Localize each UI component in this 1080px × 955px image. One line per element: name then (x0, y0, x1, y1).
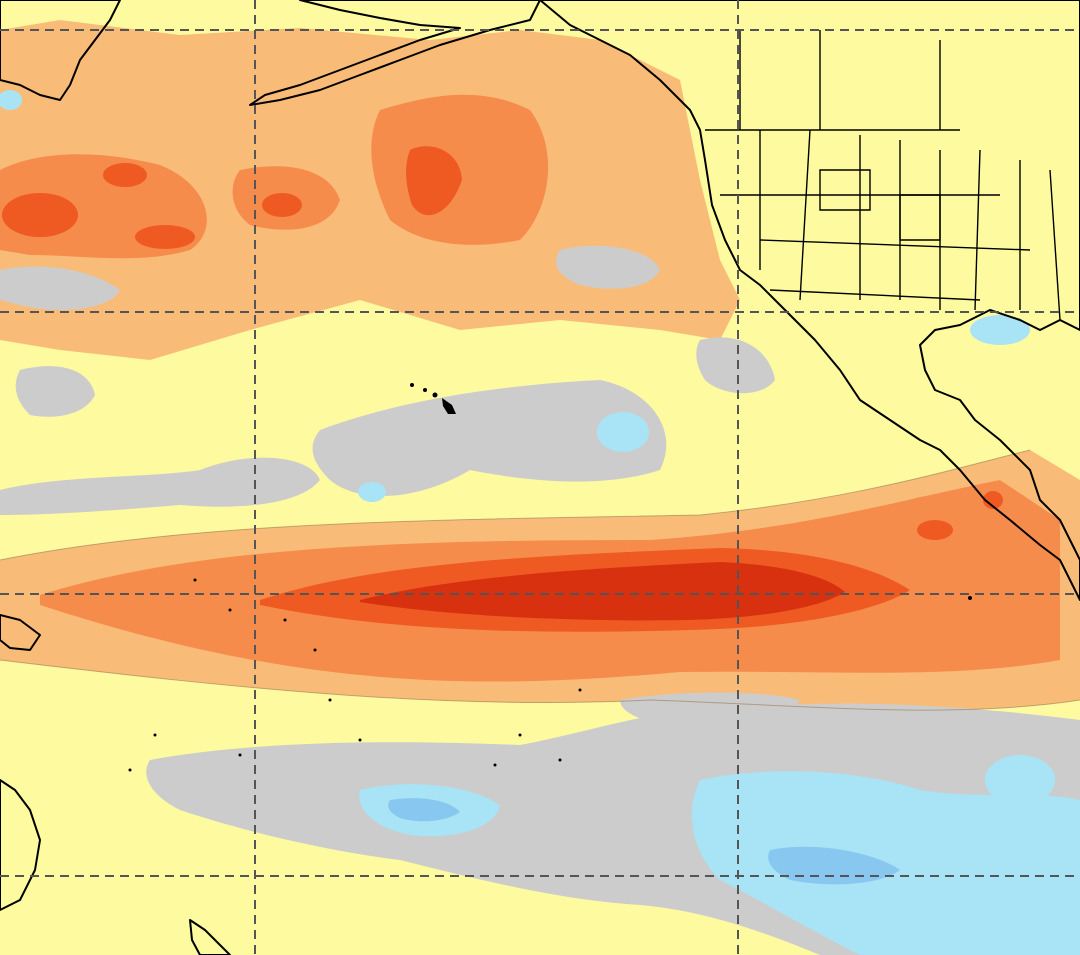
neutral-region-northwest (15, 366, 95, 417)
hawaiian-islands (410, 383, 456, 414)
new-zealand-landmass (189, 919, 231, 955)
northwest-pacific-hot-3 (103, 163, 147, 187)
neutral-region-far-northwest (0, 266, 120, 310)
neutral-region-north (556, 245, 660, 289)
north-pacific-patch-2 (406, 146, 462, 216)
equatorial-band-hotspot (635, 569, 807, 606)
us-state-borders (705, 30, 1061, 321)
warm-patch-east-3 (983, 491, 1003, 509)
northwest-pacific-hot-2 (135, 225, 195, 249)
papua-landmass (0, 614, 41, 651)
contour-line-equatorial-south (0, 659, 1080, 711)
alaska-peninsula (249, 0, 541, 106)
north-pacific-patch-4 (262, 193, 302, 217)
cool-region-east-1 (597, 412, 649, 452)
neutral-region-central (312, 380, 667, 497)
northwest-pacific-hot-1 (2, 193, 78, 237)
contour-line-equatorial (0, 449, 1031, 561)
australia-landmass (0, 779, 41, 911)
neutral-region-west (0, 457, 320, 515)
cool-region-southeast-deep (768, 846, 900, 885)
cool-region-northwest-1 (0, 90, 22, 110)
north-america-landmass (539, 0, 1080, 601)
asia-landmass (0, 0, 121, 101)
warm-patch-east-2 (917, 520, 953, 540)
cool-region-far-se (985, 755, 1055, 805)
neutral-region-southeast (620, 692, 800, 729)
north-pacific-warm-region (0, 20, 740, 360)
cool-region-east-2 (358, 482, 386, 502)
pacific-islands (128, 578, 972, 772)
neutral-region-northeast (696, 337, 775, 394)
cool-region-south-central-deep (388, 798, 460, 822)
cool-region-gulf (970, 315, 1030, 345)
